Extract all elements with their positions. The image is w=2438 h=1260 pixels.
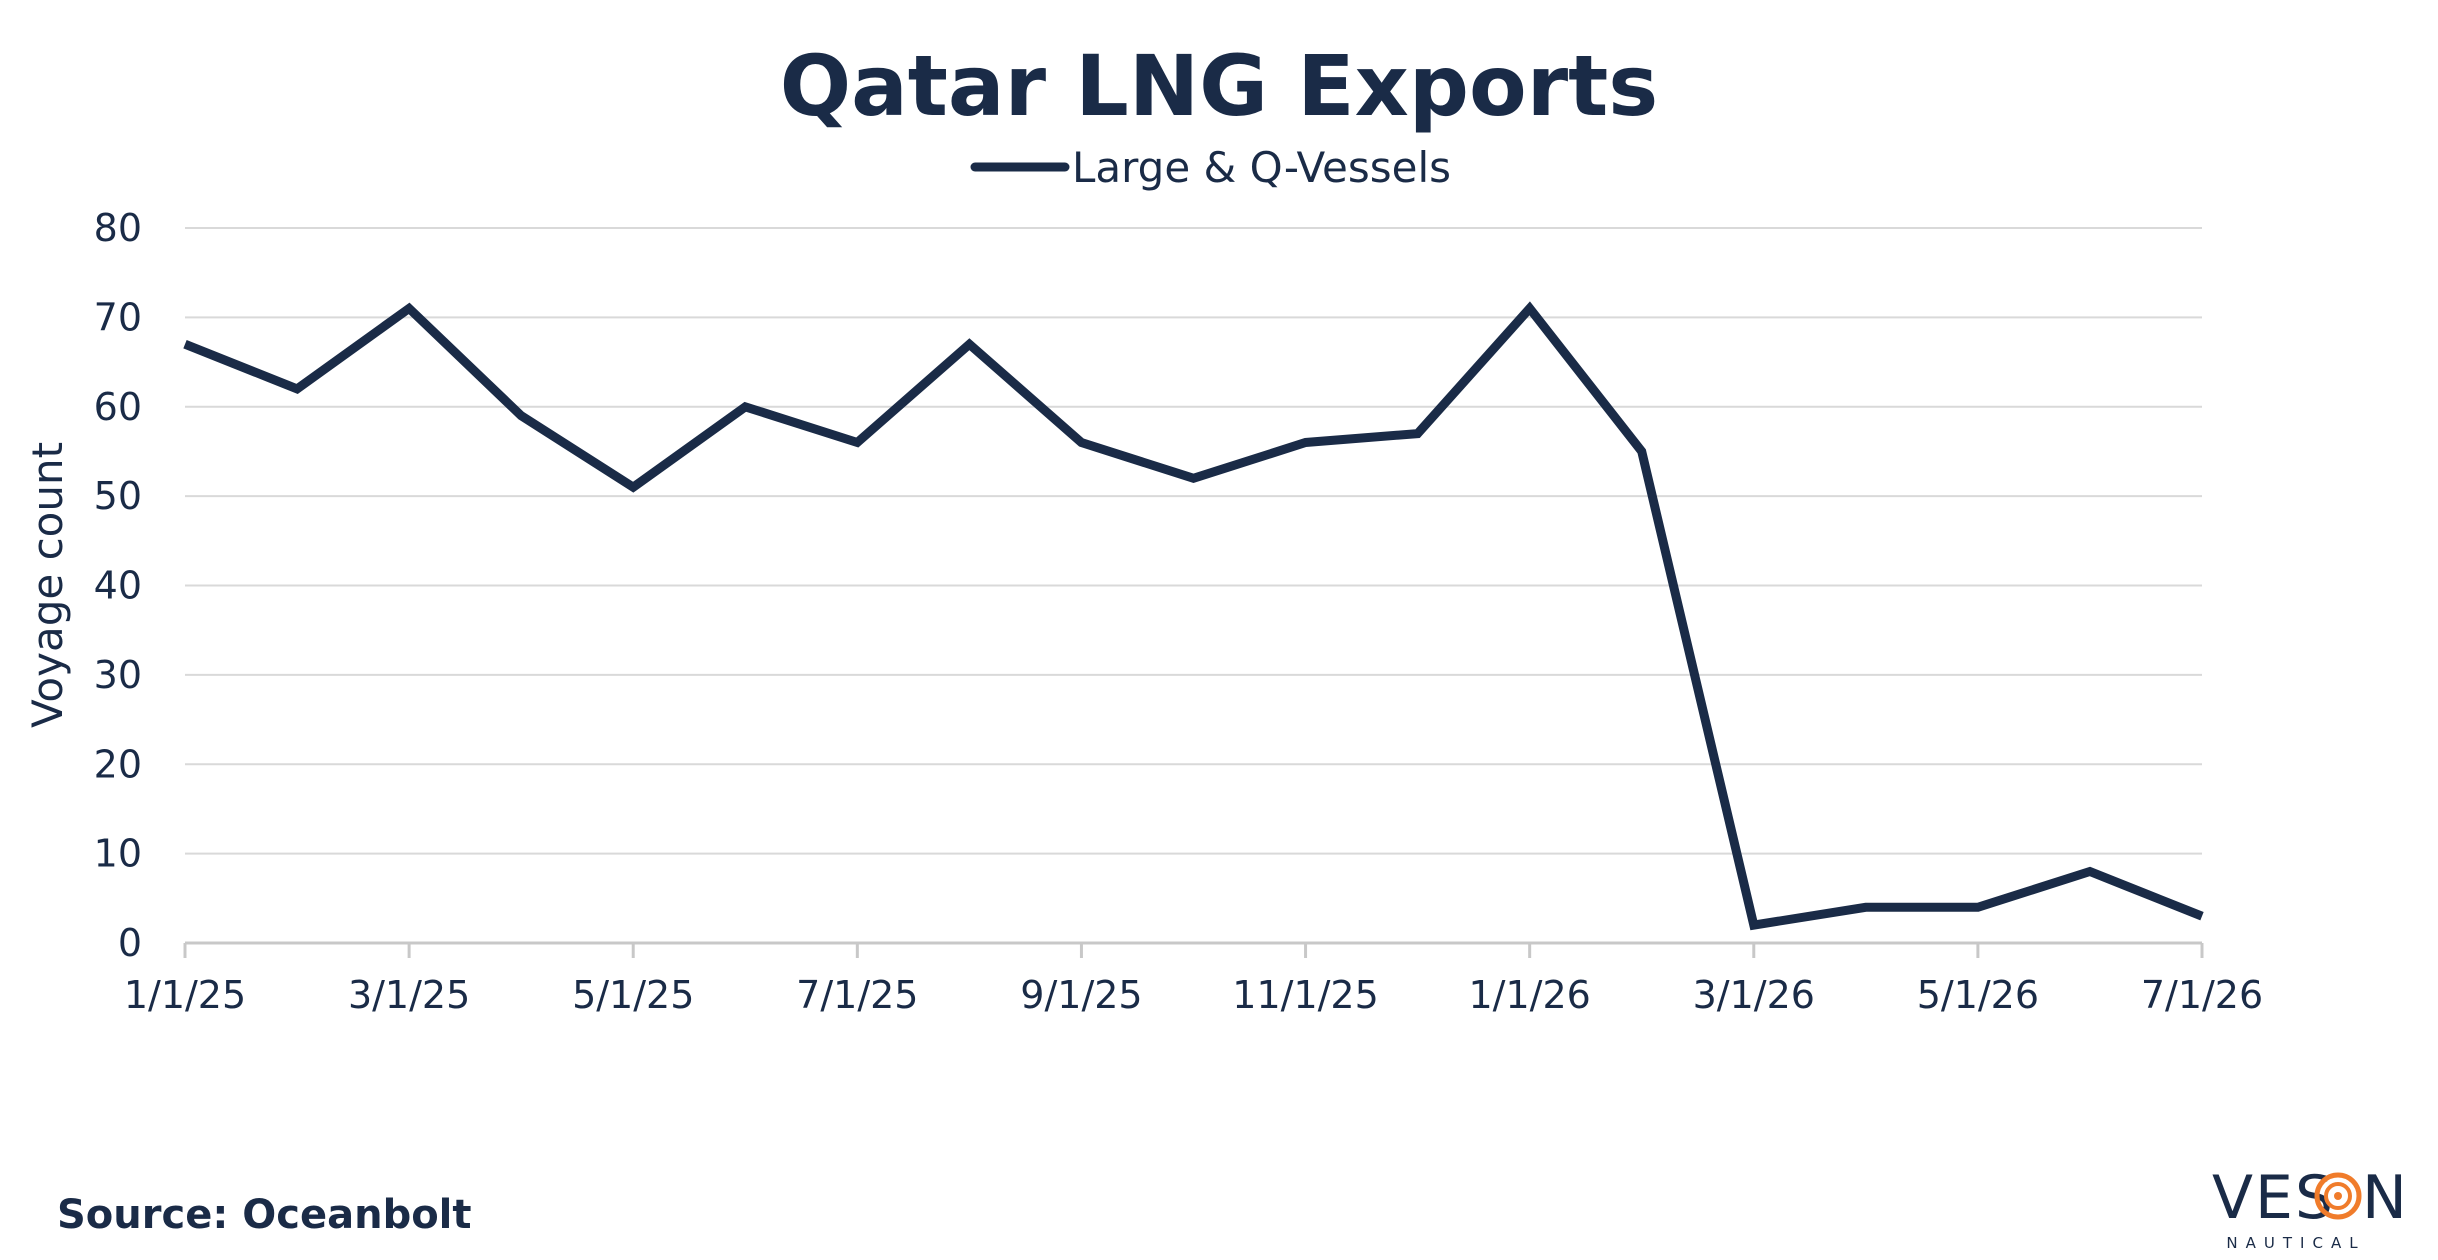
x-tick-label: 7/1/26 (2141, 973, 2263, 1017)
gridlines (185, 227, 2202, 855)
series-layer (183, 301, 2204, 931)
y-tick-label: 50 (94, 474, 142, 518)
y-tick-label: 0 (118, 921, 142, 965)
y-tick-label: 30 (94, 653, 142, 697)
x-tick-label: 1/1/25 (124, 973, 246, 1017)
x-tick-label: 1/1/26 (1469, 973, 1591, 1017)
source-note: Source: Oceanbolt (57, 1192, 472, 1238)
legend: Large & Q-Vessels (970, 143, 1451, 192)
logo-text-right: N (2362, 1163, 2409, 1233)
y-tick-label: 10 (94, 832, 142, 876)
x-axis: 1/1/25 3/1/25 5/1/25 7/1/25 9/1/25 11/1/25 1/1… (124, 941, 2263, 1017)
x-tick-label: 7/1/25 (796, 973, 918, 1017)
y-axis-label: Voyage count (23, 442, 72, 728)
logo-subtitle: NAUTICAL (2226, 1234, 2365, 1252)
logo-o-icon (2314, 1172, 2362, 1220)
x-tick-label: 9/1/25 (1020, 973, 1142, 1017)
x-tick-label: 3/1/25 (348, 973, 470, 1017)
y-tick-label: 60 (94, 385, 142, 429)
veson-logo: VES N NAUTICAL (2212, 1163, 2409, 1252)
x-tick-label: 5/1/26 (1917, 973, 2039, 1017)
y-axis: 0 10 20 30 40 50 60 70 80 (94, 206, 142, 965)
y-tick-label: 80 (94, 206, 142, 250)
series-line (183, 301, 2204, 931)
chart-title: Qatar LNG Exports (780, 37, 1659, 135)
x-tick-label: 11/1/25 (1232, 973, 1379, 1017)
y-tick-label: 20 (94, 742, 142, 786)
legend-label: Large & Q-Vessels (1072, 143, 1451, 192)
logo-text-left: VES (2212, 1163, 2335, 1233)
y-tick-label: 40 (94, 564, 142, 608)
x-tick-label: 5/1/25 (572, 973, 694, 1017)
x-tick-label: 3/1/26 (1693, 973, 1815, 1017)
y-tick-label: 70 (94, 295, 142, 339)
